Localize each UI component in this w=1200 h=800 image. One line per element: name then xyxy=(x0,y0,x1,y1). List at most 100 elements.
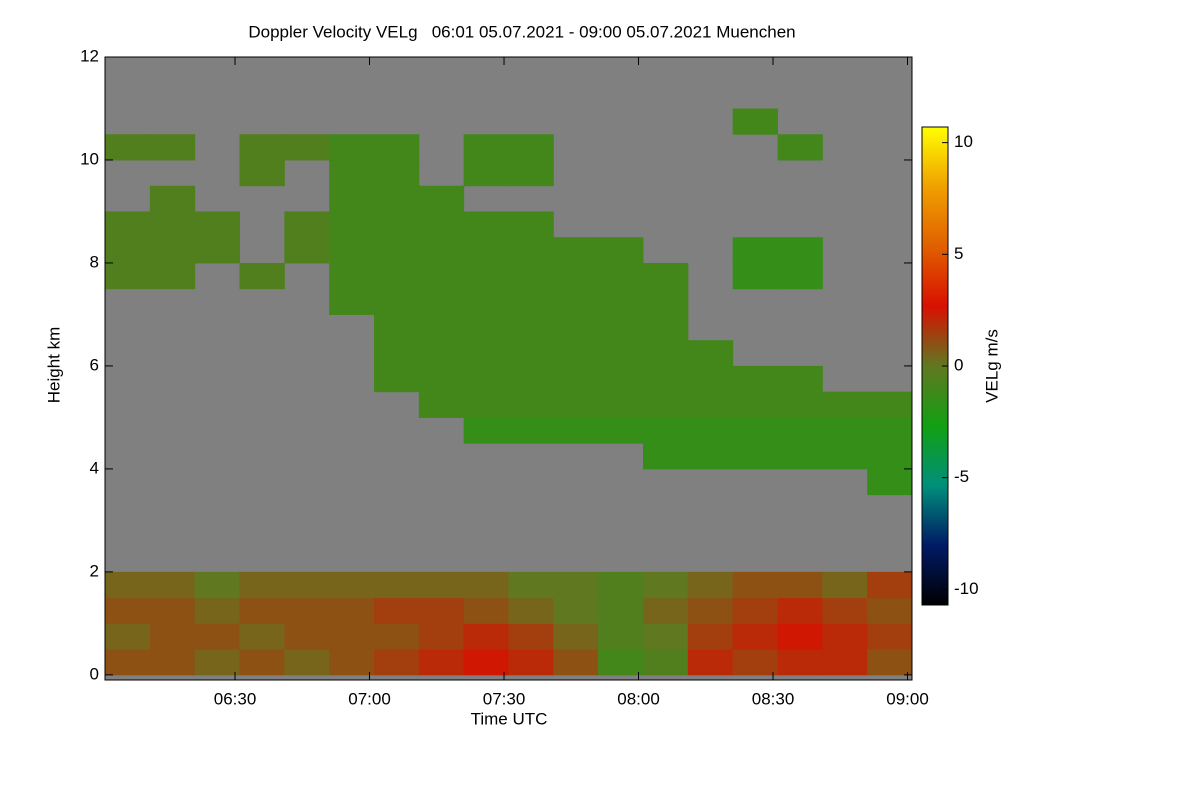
heatmap-cell xyxy=(553,262,599,290)
heatmap-cell xyxy=(329,185,375,212)
y-tick-label: 8 xyxy=(90,252,99,271)
heatmap-cell xyxy=(463,237,509,264)
heatmap-cell xyxy=(418,237,465,264)
heatmap-cell xyxy=(418,597,465,624)
heatmap-cell xyxy=(732,262,778,290)
heatmap-cell xyxy=(822,597,868,624)
heatmap-cell xyxy=(553,288,599,315)
heatmap-cell xyxy=(687,391,734,418)
heatmap-cell xyxy=(374,237,420,264)
heatmap-cell xyxy=(732,365,778,393)
heatmap-cell xyxy=(687,365,734,393)
heatmap-cell xyxy=(463,134,509,161)
heatmap-cell xyxy=(149,185,196,212)
heatmap-cell xyxy=(418,571,465,599)
heatmap-cell xyxy=(508,649,554,676)
heatmap-cell xyxy=(867,571,913,599)
heatmap-cell xyxy=(732,623,778,650)
heatmap-cell xyxy=(777,391,823,418)
heatmap-cell xyxy=(598,571,644,599)
heatmap-cell xyxy=(463,649,509,676)
heatmap-cell xyxy=(687,597,734,624)
heatmap-cell xyxy=(508,391,554,418)
heatmap-cell xyxy=(374,288,420,315)
heatmap-cell xyxy=(418,314,465,341)
heatmap-cell xyxy=(643,340,689,367)
x-tick-label: 07:00 xyxy=(348,689,391,708)
heatmap-cell xyxy=(374,649,420,676)
heatmap-cell xyxy=(508,237,554,264)
heatmap-cell xyxy=(463,623,509,650)
heatmap-cell xyxy=(732,571,778,599)
heatmap-cell xyxy=(329,571,375,599)
heatmap-cell xyxy=(374,597,420,624)
heatmap-cell xyxy=(508,340,554,367)
heatmap-cell xyxy=(374,571,420,599)
heatmap-cell xyxy=(418,211,465,238)
heatmap-cell xyxy=(508,623,554,650)
heatmap-cell xyxy=(822,571,868,599)
heatmap-cell xyxy=(643,571,689,599)
heatmap-cell xyxy=(777,237,823,264)
heatmap-cell xyxy=(643,649,689,676)
heatmap-cell xyxy=(463,314,509,341)
heatmap-cell xyxy=(374,262,420,290)
heatmap-cell xyxy=(598,340,644,367)
y-tick-label: 12 xyxy=(80,46,99,65)
heatmap-cell xyxy=(508,134,554,161)
heatmap-cell xyxy=(553,417,599,444)
colorbar-tick-label: 5 xyxy=(954,244,963,263)
heatmap-cell xyxy=(867,443,913,470)
heatmap-cell xyxy=(105,211,151,238)
heatmap-cell xyxy=(463,159,509,187)
heatmap-cell xyxy=(777,623,823,650)
heatmap-cell xyxy=(732,108,778,135)
heatmap-cell xyxy=(687,571,734,599)
heatmap-cell xyxy=(822,649,868,676)
heatmap-cell xyxy=(867,468,913,496)
heatmap-cell xyxy=(553,597,599,624)
heatmap-cell xyxy=(508,571,554,599)
heatmap-cell xyxy=(194,597,240,624)
heatmap-cell xyxy=(105,237,151,264)
heatmap-cell xyxy=(418,365,465,393)
heatmap-cell xyxy=(687,623,734,650)
heatmap-cell xyxy=(643,623,689,650)
heatmap-cell xyxy=(418,340,465,367)
heatmap-cell xyxy=(777,134,823,161)
heatmap-cell xyxy=(329,288,375,315)
heatmap-cell xyxy=(508,288,554,315)
plot-frame xyxy=(104,56,913,681)
heatmap-cell xyxy=(463,288,509,315)
x-tick-label: 06:30 xyxy=(214,689,257,708)
heatmap-cell xyxy=(598,314,644,341)
heatmap-cell xyxy=(329,134,375,161)
heatmap-cell xyxy=(284,211,330,238)
heatmap-cell xyxy=(284,571,330,599)
colorbar-tick-label: 0 xyxy=(954,355,963,374)
heatmap-cell xyxy=(329,597,375,624)
heatmap-cell xyxy=(777,262,823,290)
heatmap-cell xyxy=(463,597,509,624)
heatmap-cell xyxy=(284,134,330,161)
heatmap-cell xyxy=(732,417,778,444)
heatmap-cell xyxy=(418,649,465,676)
heatmap-cell xyxy=(418,623,465,650)
heatmap-cell xyxy=(553,237,599,264)
heatmap-cell xyxy=(418,185,465,212)
heatmap-cell xyxy=(598,288,644,315)
heatmap-cell xyxy=(687,443,734,470)
heatmap-cell xyxy=(777,649,823,676)
y-axis-label: Height km xyxy=(44,327,63,404)
x-tick-label: 07:30 xyxy=(483,689,526,708)
heatmap-cell xyxy=(643,262,689,290)
heatmap-cell xyxy=(553,340,599,367)
heatmap-cell xyxy=(687,649,734,676)
heatmap-cell xyxy=(194,649,240,676)
heatmap-cell xyxy=(777,365,823,393)
heatmap-cell xyxy=(418,391,465,418)
heatmap-cell xyxy=(239,597,285,624)
heatmap-cell xyxy=(374,185,420,212)
heatmap-cell xyxy=(463,417,509,444)
